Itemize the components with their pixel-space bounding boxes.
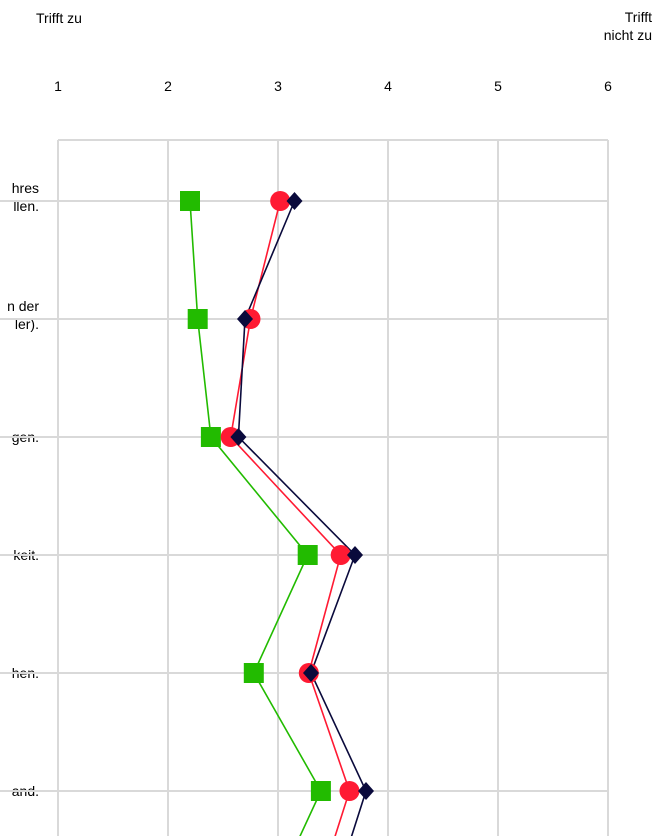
x-tick-label: 3 <box>274 78 282 94</box>
square-marker <box>187 309 208 329</box>
square-marker <box>243 663 264 683</box>
diamond-marker <box>303 664 319 682</box>
x-tick-label: 1 <box>54 78 62 94</box>
scale-left-label: Trifft zu <box>36 10 82 26</box>
scale-right-label-line2: nicht zu <box>603 27 652 43</box>
series-line-diamond <box>237 200 367 836</box>
circle-marker <box>339 781 360 801</box>
square-marker <box>310 781 331 801</box>
x-tick-label: 2 <box>164 78 172 94</box>
x-tick-label: 6 <box>604 78 612 94</box>
diamond-marker <box>286 192 303 210</box>
x-tick-label: 4 <box>384 78 392 94</box>
square-marker <box>200 427 221 447</box>
diamond-marker <box>230 428 247 446</box>
series-line-circle <box>229 200 351 836</box>
diamond-marker <box>358 782 374 800</box>
diamond-marker <box>347 546 363 564</box>
row-label-line: hres <box>11 180 39 196</box>
square-marker <box>180 191 200 211</box>
circle-marker <box>330 545 351 565</box>
diamond-marker <box>237 310 253 328</box>
x-tick-label: 5 <box>494 78 502 94</box>
circle-marker <box>270 191 291 211</box>
square-marker <box>297 545 318 565</box>
scale-right-label-line1: Trifft <box>624 9 652 25</box>
row-label-line: n der <box>7 298 39 314</box>
scale-right-label: Trifft nicht zu <box>568 8 652 44</box>
